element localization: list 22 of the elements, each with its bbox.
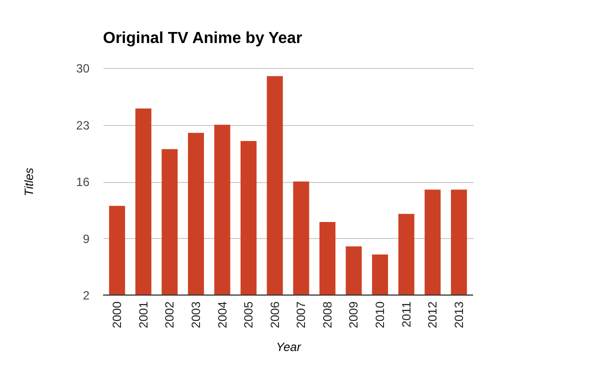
x-tick-label: 2004 [215,301,230,328]
x-tick-label: 2002 [162,301,177,328]
x-tick-label: 2003 [188,301,203,328]
y-tick-label: 30 [76,62,90,76]
x-tick-label: 2000 [110,301,124,328]
x-tick-label: 2008 [320,301,334,328]
x-tick-label: 2007 [294,301,308,328]
y-tick-label: 16 [76,175,90,189]
x-tick-label: 2005 [242,301,256,328]
x-tick-label: 2013 [452,301,466,328]
x-axis-title: Year [276,340,302,354]
y-tick-label: 2 [82,288,90,302]
x-tick-label: 2010 [373,301,388,328]
y-axis-title: Titles [22,168,36,196]
x-tick-label: 2006 [268,301,282,328]
chart-title: Original TV Anime by Year [103,30,302,47]
x-tick-label: 2001 [136,301,150,328]
x-tick-label: 2011 [399,301,414,328]
y-tick-label: 9 [82,232,90,246]
x-tick-label: 2012 [426,301,440,328]
y-tick-label: 23 [76,118,90,132]
x-tick-label: 2009 [346,301,361,328]
